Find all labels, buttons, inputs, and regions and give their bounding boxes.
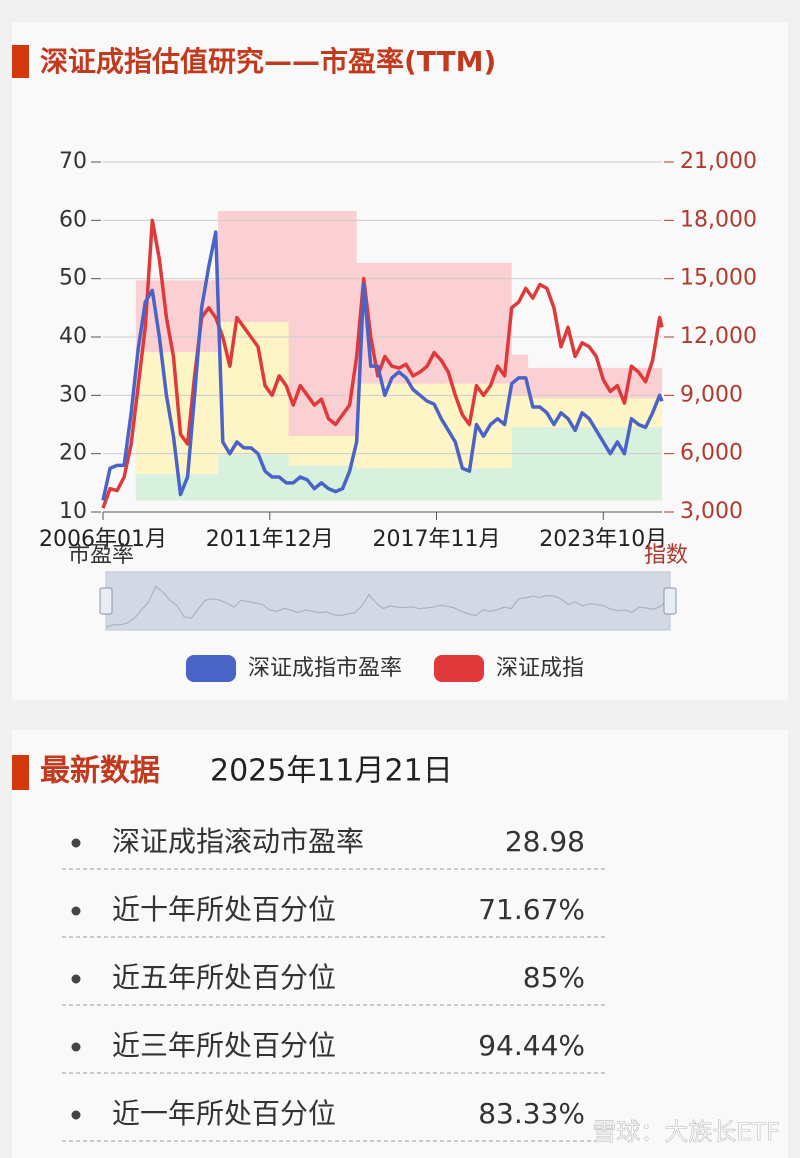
row-value: 94.44% xyxy=(478,1029,585,1062)
bullet xyxy=(71,1110,81,1120)
series-line xyxy=(101,230,664,501)
x-tick-label: 2017年11月 xyxy=(373,527,501,552)
bullet xyxy=(71,838,81,848)
row-label: 近十年所处百分位 xyxy=(112,893,336,926)
row-label: 近三年所处百分位 xyxy=(112,1029,336,1062)
section-title: 最新数据 xyxy=(40,754,160,789)
chart: 10 20 30 40 50 60 70 3,000 6,000 9,000 12,000 15,00… xyxy=(39,149,757,682)
latest-list: 深证成指滚动市盈率 28.98 近十年所处百分位 71.67% 近五年所处百分位 85% 近… xyxy=(62,825,605,1142)
row-value: 83.33% xyxy=(478,1097,585,1130)
row-value: 85% xyxy=(523,961,585,994)
y2-tick-label: 6,000 xyxy=(680,441,743,466)
row-label: 近五年所处百分位 xyxy=(112,961,336,994)
bullet xyxy=(71,974,81,984)
row-value: 28.98 xyxy=(505,825,585,858)
y2-tick-label: 15,000 xyxy=(680,266,757,291)
y-tick-label: 40 xyxy=(59,324,87,349)
y-tick-label: 70 xyxy=(59,149,87,174)
y-tick-label: 20 xyxy=(59,441,87,466)
bullet xyxy=(71,1042,81,1052)
y2-tick-label: 3,000 xyxy=(680,499,743,524)
title-bar xyxy=(12,45,29,78)
legend-swatch[interactable] xyxy=(434,655,484,682)
legend-label[interactable]: 深证成指市盈率 xyxy=(248,656,402,681)
y2-axis-label: 指数 xyxy=(644,543,688,568)
y-tick-label: 30 xyxy=(59,382,87,407)
y2-tick-label: 21,000 xyxy=(680,149,757,174)
x-tick-label: 2011年12月 xyxy=(206,527,334,552)
title: 深证成指估值研究——市盈率(TTM) xyxy=(40,45,496,78)
bullet xyxy=(71,906,81,916)
latest-date: 2025年11月21日 xyxy=(210,754,453,789)
watermark: 雪球：大族长ETF xyxy=(592,1118,780,1146)
zoom-handle[interactable] xyxy=(99,587,113,615)
y2-tick-label: 18,000 xyxy=(680,207,757,232)
row-label: 近一年所处百分位 xyxy=(112,1097,336,1130)
y2-tick-label: 9,000 xyxy=(680,382,743,407)
valuation-band xyxy=(135,427,663,501)
zoom-slider[interactable] xyxy=(105,571,671,631)
y-tick-label: 10 xyxy=(59,499,87,524)
row-value: 71.67% xyxy=(478,893,585,926)
y-tick-label: 50 xyxy=(59,266,87,291)
x-tick-label: 2006年01月 xyxy=(39,527,167,552)
legend-swatch[interactable] xyxy=(186,655,236,682)
zoom-preview xyxy=(105,585,671,629)
y-tick-label: 60 xyxy=(59,207,87,232)
y2-tick-label: 12,000 xyxy=(680,324,757,349)
section-bar xyxy=(12,755,29,790)
latest-card xyxy=(12,730,788,1158)
row-label: 深证成指滚动市盈率 xyxy=(112,825,364,858)
x-tick-label: 2023年10月 xyxy=(539,527,667,552)
legend-label[interactable]: 深证成指 xyxy=(496,656,584,681)
y-axis-label: 市盈率 xyxy=(68,543,134,568)
zoom-handle[interactable] xyxy=(663,587,677,615)
